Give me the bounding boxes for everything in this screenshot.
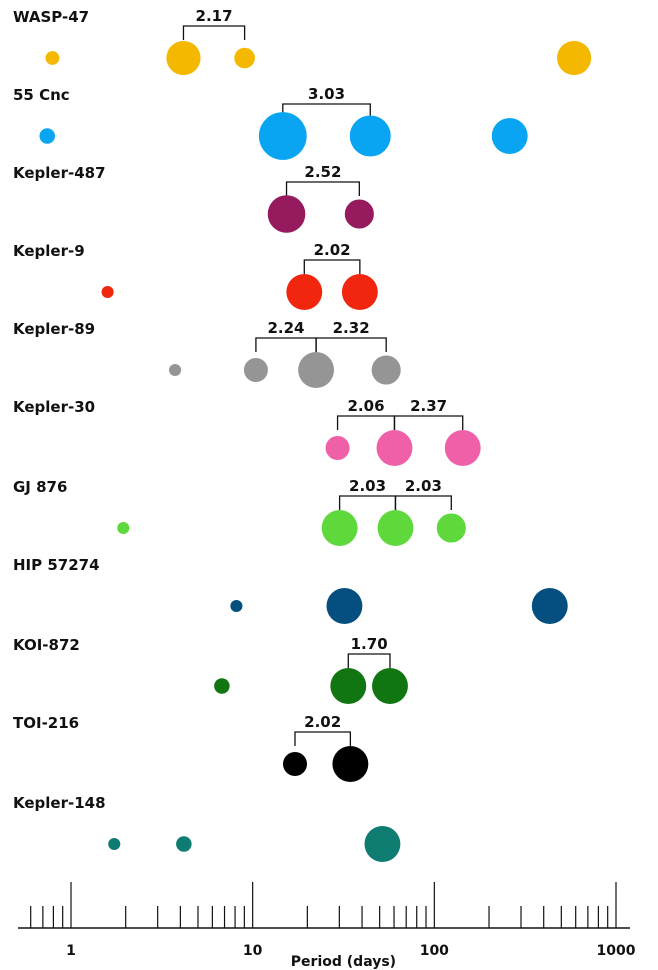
planet-dot — [243, 358, 268, 382]
system-label: KOI-872 — [13, 636, 80, 654]
ratio-bracket — [282, 103, 371, 118]
system-row: TOI-216 2.02 — [13, 713, 369, 782]
system-row: Kepler-148 — [13, 794, 401, 862]
period-ratio-label: 2.02 — [304, 713, 341, 731]
system-label: Kepler-9 — [13, 242, 85, 260]
ratio-bracket — [294, 731, 352, 746]
ratio-bracket — [255, 337, 317, 352]
planet-dot — [321, 510, 358, 546]
system-label: Kepler-148 — [13, 794, 106, 812]
planet-dot — [371, 355, 401, 385]
planet-dot — [258, 112, 307, 160]
planet-dot — [230, 599, 243, 613]
system-row: Kepler-30 2.06 2.37 — [13, 397, 481, 466]
system-row: KOI-872 1.70 — [13, 635, 408, 704]
system-label: WASP-47 — [13, 8, 89, 26]
system-label: 55 Cnc — [13, 86, 70, 104]
planet-dot — [326, 588, 363, 624]
planet-dot — [372, 668, 408, 704]
ratio-bracket — [347, 653, 391, 668]
planet-dot — [267, 195, 306, 233]
planet-dot — [330, 668, 367, 704]
planet-dot — [214, 678, 230, 694]
planet-dot — [234, 47, 255, 69]
planet-dot — [166, 40, 201, 76]
planet-dot — [282, 752, 307, 776]
period-ratio-label: 2.06 — [348, 397, 385, 415]
planet-dot — [444, 430, 481, 466]
system-row: Kepler-89 2.24 2.32 — [13, 319, 401, 388]
planet-dot — [557, 40, 592, 76]
ratio-bracket — [394, 495, 452, 510]
period-ratio-label: 2.24 — [267, 319, 304, 337]
planet-dot — [101, 285, 114, 299]
period-ratio-label: 2.32 — [333, 319, 370, 337]
planet-dot — [39, 128, 55, 144]
period-ratio-label: 2.03 — [349, 477, 386, 495]
x-axis-title: Period (days) — [291, 954, 396, 970]
x-tick-label: 10 — [243, 943, 263, 959]
period-ratio-label: 2.02 — [314, 241, 351, 259]
planet-dot — [376, 430, 413, 466]
planet-dot — [45, 51, 60, 65]
system-row: GJ 876 2.03 2.03 — [13, 477, 466, 546]
planet-dot — [325, 436, 350, 460]
planet-dot — [117, 521, 130, 535]
ratio-bracket — [303, 259, 361, 274]
planet-dot — [298, 352, 335, 388]
planet-dot — [531, 588, 568, 624]
planet-dot — [491, 118, 528, 154]
planet-dot — [349, 115, 391, 157]
ratio-bracket — [285, 181, 360, 196]
period-axis: 1 10 100 1000 — [18, 882, 636, 959]
planet-dot — [341, 274, 378, 310]
system-label: Kepler-30 — [13, 398, 95, 416]
planet-dot — [436, 513, 466, 543]
system-row: Kepler-487 2.52 — [13, 163, 374, 233]
planet-dot — [344, 199, 374, 229]
x-tick-label: 100 — [420, 943, 449, 959]
ratio-bracket — [182, 25, 246, 40]
system-label: GJ 876 — [13, 478, 67, 496]
system-row: WASP-47 2.17 — [13, 7, 592, 76]
period-ratio-label: 2.03 — [405, 477, 442, 495]
planet-dot — [286, 274, 323, 310]
x-tick-label: 1000 — [597, 943, 636, 959]
system-row: Kepler-9 2.02 — [13, 241, 378, 310]
ratio-bracket — [336, 415, 396, 430]
period-ratio-label: 2.17 — [196, 7, 233, 25]
planet-dot — [108, 837, 121, 851]
period-ratio-label: 3.03 — [308, 85, 345, 103]
period-ratio-label: 2.52 — [304, 163, 341, 181]
planet-dot — [377, 510, 414, 546]
x-tick-label: 1 — [66, 943, 76, 959]
system-label: Kepler-89 — [13, 320, 95, 338]
period-ratio-label: 2.37 — [410, 397, 447, 415]
ratio-bracket — [393, 415, 464, 430]
system-row: 55 Cnc 3.03 — [13, 85, 528, 160]
system-label: HIP 57274 — [13, 556, 100, 574]
system-row: HIP 57274 — [13, 556, 568, 624]
period-ratio-label: 1.70 — [351, 635, 388, 653]
system-label: TOI-216 — [13, 714, 79, 732]
planet-dot — [364, 826, 401, 862]
planet-dot — [176, 836, 192, 852]
system-label: Kepler-487 — [13, 164, 106, 182]
planet-dot — [332, 746, 369, 782]
planet-dot — [169, 363, 182, 377]
ratio-bracket — [315, 337, 387, 352]
ratio-bracket — [338, 495, 397, 510]
